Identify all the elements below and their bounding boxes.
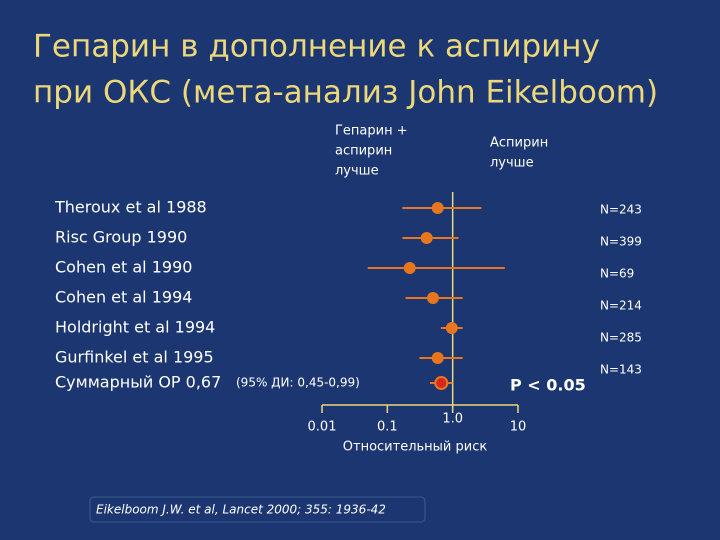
study-label: Cohen et al 1990 (55, 258, 192, 277)
study-label: Risc Group 1990 (55, 228, 187, 247)
summary-estimate (434, 376, 449, 390)
n-label: N=214 (600, 299, 642, 313)
point-estimate (403, 262, 416, 274)
point-estimate (431, 202, 444, 214)
annotation: лучше (490, 156, 534, 171)
x-axis-label: Относительный риск (343, 440, 488, 455)
annotation: лучше (335, 164, 379, 179)
study-label: Holdright et al 1994 (55, 318, 215, 337)
summary-ci-label: (95% ДИ: 0,45-0,99) (236, 376, 360, 390)
point-estimate (445, 322, 458, 334)
n-label: N=243 (600, 203, 642, 217)
citation-box (89, 496, 426, 523)
study-label: Gurfinkel et al 1995 (55, 348, 214, 367)
study-label: Theroux et al 1988 (54, 198, 207, 217)
annotation: Гепарин + (335, 124, 408, 139)
x-tick-label: 10 (510, 420, 527, 435)
n-label: N=285 (600, 331, 642, 345)
summary-label: Суммарный ОР 0,67 (55, 373, 221, 392)
citation: Eikelboom J.W. et al, Lancet 2000; 355: … (96, 503, 386, 517)
point-estimate (426, 292, 439, 304)
x-tick-label: 0.01 (308, 420, 337, 435)
title-line: Гепарин в дополнение к аспирину (33, 29, 600, 65)
point-estimate (420, 232, 433, 244)
n-label: N=143 (600, 363, 642, 377)
point-estimate (431, 352, 444, 364)
study-label: Cohen et al 1994 (55, 288, 192, 307)
x-tick-label: 1.0 (442, 412, 463, 427)
annotation: Аспирин (490, 136, 548, 151)
n-label: N=69 (600, 267, 634, 281)
annotation: аспирин (335, 144, 392, 159)
title-line: при ОКС (мета-анализ John Eikelboom) (33, 75, 658, 111)
n-label: N=399 (600, 235, 642, 249)
x-tick-label: 0.1 (377, 420, 398, 435)
p-value: P < 0.05 (510, 376, 586, 395)
